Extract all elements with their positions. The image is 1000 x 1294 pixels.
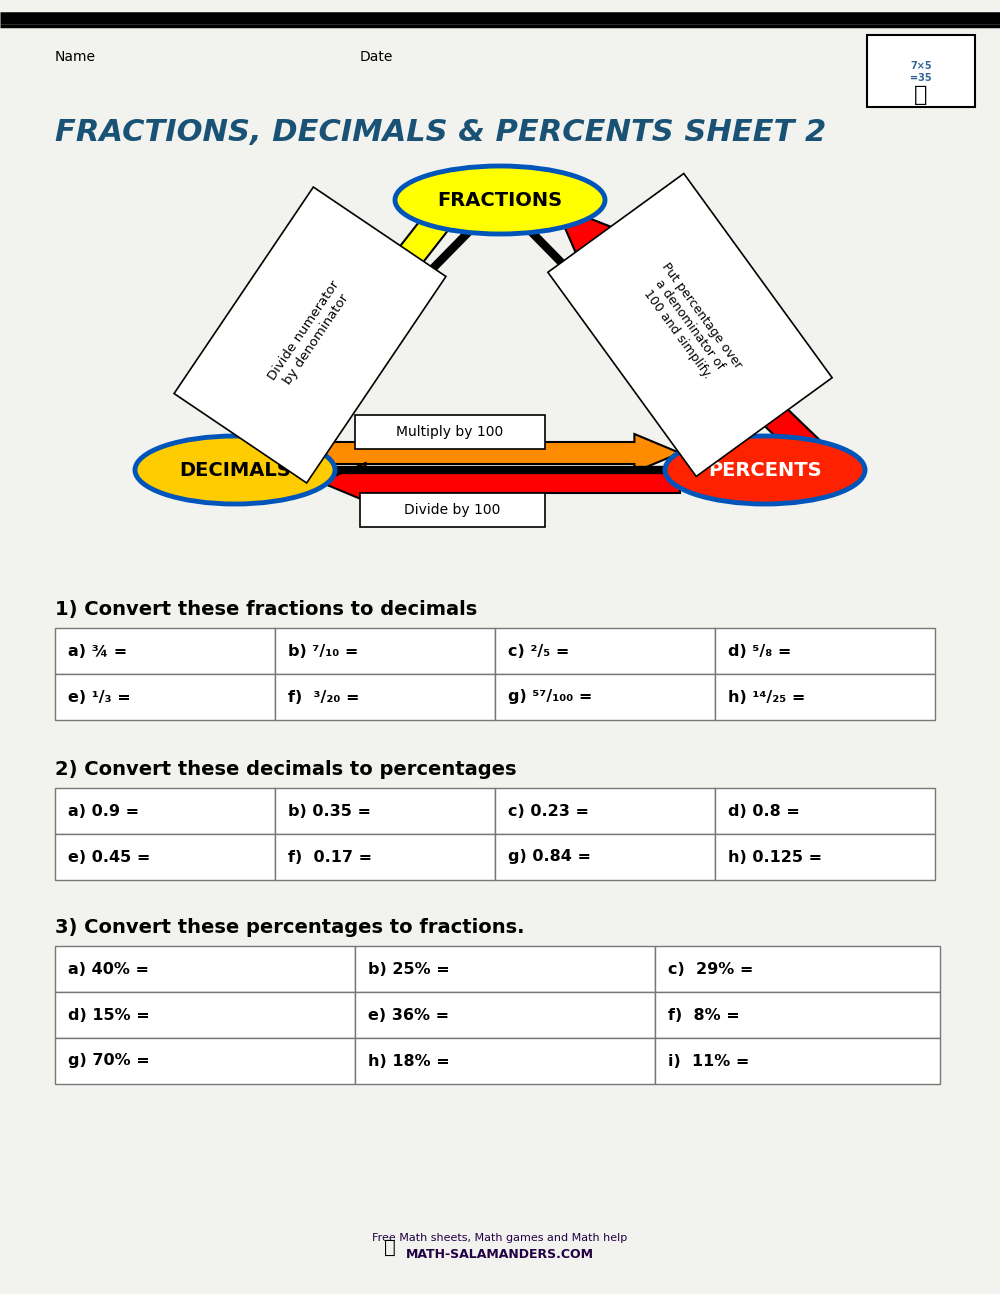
- FancyBboxPatch shape: [715, 628, 935, 674]
- FancyBboxPatch shape: [355, 992, 655, 1038]
- FancyBboxPatch shape: [715, 835, 935, 880]
- Text: a) ¾ =: a) ¾ =: [68, 643, 127, 659]
- Text: a) 0.9 =: a) 0.9 =: [68, 804, 139, 819]
- Text: h) 0.125 =: h) 0.125 =: [728, 849, 822, 864]
- Text: Multiply by 100: Multiply by 100: [396, 424, 504, 439]
- Text: c) ²/₅ =: c) ²/₅ =: [508, 643, 569, 659]
- FancyBboxPatch shape: [55, 1038, 355, 1084]
- FancyArrow shape: [320, 433, 680, 472]
- Text: e) ¹/₃ =: e) ¹/₃ =: [68, 690, 131, 704]
- Ellipse shape: [395, 166, 605, 234]
- FancyBboxPatch shape: [355, 1038, 655, 1084]
- FancyBboxPatch shape: [495, 628, 715, 674]
- FancyBboxPatch shape: [55, 835, 275, 880]
- FancyBboxPatch shape: [495, 788, 715, 835]
- FancyBboxPatch shape: [275, 835, 495, 880]
- Text: Date: Date: [360, 50, 393, 63]
- Text: f)  8% =: f) 8% =: [668, 1008, 740, 1022]
- Text: 🐆: 🐆: [914, 85, 928, 105]
- FancyBboxPatch shape: [495, 674, 715, 719]
- Text: Divide numerator
by denominator: Divide numerator by denominator: [266, 278, 354, 391]
- FancyBboxPatch shape: [275, 628, 495, 674]
- FancyBboxPatch shape: [495, 835, 715, 880]
- Text: a) 40% =: a) 40% =: [68, 961, 149, 977]
- Text: 1) Convert these fractions to decimals: 1) Convert these fractions to decimals: [55, 600, 477, 619]
- Text: e) 36% =: e) 36% =: [368, 1008, 449, 1022]
- FancyBboxPatch shape: [715, 788, 935, 835]
- Text: FRACTIONS: FRACTIONS: [437, 190, 563, 210]
- FancyBboxPatch shape: [360, 493, 545, 527]
- Text: MATH-SALAMANDERS.COM: MATH-SALAMANDERS.COM: [406, 1249, 594, 1262]
- Text: e) 0.45 =: e) 0.45 =: [68, 849, 150, 864]
- FancyBboxPatch shape: [655, 946, 940, 992]
- Text: g) 70% =: g) 70% =: [68, 1053, 150, 1069]
- Text: b) 0.35 =: b) 0.35 =: [288, 804, 371, 819]
- FancyBboxPatch shape: [55, 788, 275, 835]
- FancyArrow shape: [255, 197, 461, 455]
- FancyBboxPatch shape: [275, 674, 495, 719]
- Text: g) ⁵⁷/₁₀₀ =: g) ⁵⁷/₁₀₀ =: [508, 690, 592, 704]
- Text: b) ⁷/₁₀ =: b) ⁷/₁₀ =: [288, 643, 358, 659]
- Text: d) ⁵/₈ =: d) ⁵/₈ =: [728, 643, 791, 659]
- Text: f)  0.17 =: f) 0.17 =: [288, 849, 372, 864]
- Text: c) 0.23 =: c) 0.23 =: [508, 804, 589, 819]
- Text: DECIMALS: DECIMALS: [179, 461, 291, 480]
- Text: Divide by 100: Divide by 100: [404, 503, 500, 518]
- FancyBboxPatch shape: [355, 415, 545, 449]
- Text: h) 18% =: h) 18% =: [368, 1053, 450, 1069]
- Text: 3) Convert these percentages to fractions.: 3) Convert these percentages to fraction…: [55, 917, 524, 937]
- FancyBboxPatch shape: [715, 674, 935, 719]
- Ellipse shape: [665, 436, 865, 503]
- FancyBboxPatch shape: [55, 946, 355, 992]
- FancyArrow shape: [320, 463, 680, 501]
- Text: FRACTIONS, DECIMALS & PERCENTS SHEET 2: FRACTIONS, DECIMALS & PERCENTS SHEET 2: [55, 118, 826, 148]
- FancyBboxPatch shape: [867, 35, 975, 107]
- Text: Name: Name: [55, 50, 96, 63]
- FancyBboxPatch shape: [655, 992, 940, 1038]
- Text: d) 0.8 =: d) 0.8 =: [728, 804, 800, 819]
- FancyBboxPatch shape: [55, 628, 275, 674]
- Text: 🐆: 🐆: [384, 1237, 396, 1256]
- Text: 2) Convert these decimals to percentages: 2) Convert these decimals to percentages: [55, 760, 516, 779]
- Text: PERCENTS: PERCENTS: [708, 461, 822, 480]
- FancyBboxPatch shape: [355, 946, 655, 992]
- FancyBboxPatch shape: [275, 788, 495, 835]
- FancyBboxPatch shape: [55, 674, 275, 719]
- Text: d) 15% =: d) 15% =: [68, 1008, 150, 1022]
- Ellipse shape: [135, 436, 335, 503]
- Text: g) 0.84 =: g) 0.84 =: [508, 849, 591, 864]
- Text: Free Math sheets, Math games and Math help: Free Math sheets, Math games and Math he…: [372, 1233, 628, 1244]
- Text: h) ¹⁴/₂₅ =: h) ¹⁴/₂₅ =: [728, 690, 805, 704]
- Text: b) 25% =: b) 25% =: [368, 961, 450, 977]
- Text: i)  11% =: i) 11% =: [668, 1053, 749, 1069]
- FancyBboxPatch shape: [655, 1038, 940, 1084]
- Text: 7×5
=35: 7×5 =35: [910, 61, 932, 83]
- Text: f)  ³/₂₀ =: f) ³/₂₀ =: [288, 690, 360, 704]
- Text: Put percentage over
a denominator of
100 and simplify.: Put percentage over a denominator of 100…: [635, 261, 745, 389]
- FancyBboxPatch shape: [55, 992, 355, 1038]
- Text: c)  29% =: c) 29% =: [668, 961, 753, 977]
- FancyArrow shape: [555, 204, 825, 465]
